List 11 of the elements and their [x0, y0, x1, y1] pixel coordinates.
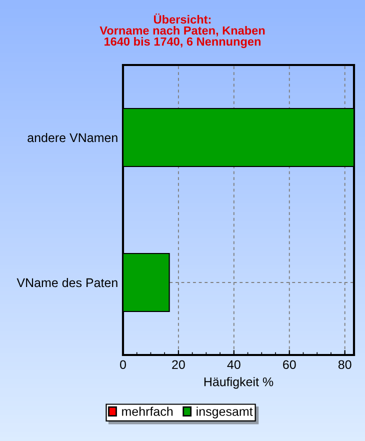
x-axis-title: Häufigkeit % [204, 377, 274, 389]
x-tick-label: 40 [227, 360, 240, 370]
legend-label: mehrfach [122, 406, 173, 416]
x-tick-label: 60 [283, 360, 296, 370]
chart-title: Übersicht: Vorname nach Paten, Knaben 1640 bis 1740, 6 Nennungen [100, 13, 265, 48]
x-tick-label: 20 [172, 360, 185, 370]
y-tick-label: andere VNamen [28, 132, 118, 142]
x-tick-label: 0 [120, 360, 126, 370]
x-tick-label: 80 [338, 360, 352, 370]
y-tick-label: VName des Paten [16, 278, 118, 288]
legend-label: insgesamt [196, 406, 253, 418]
